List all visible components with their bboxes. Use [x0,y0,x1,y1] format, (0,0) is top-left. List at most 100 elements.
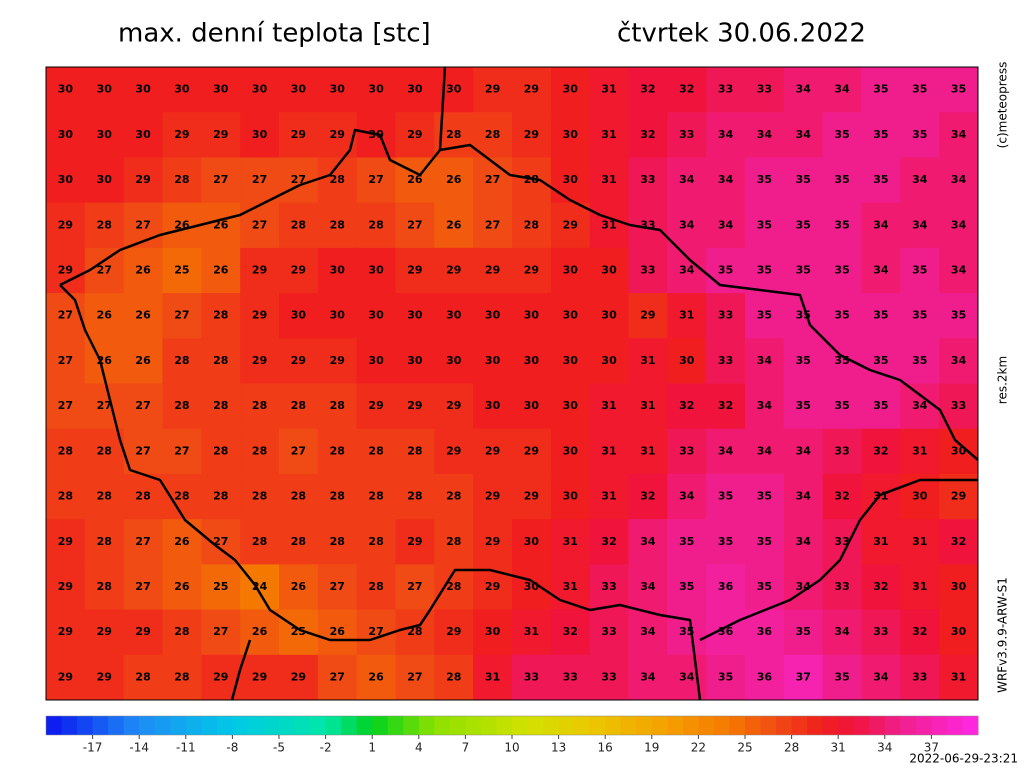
grid-cell [745,519,785,565]
cell-label: 32 [563,625,578,638]
grid-cell [783,157,824,204]
grid-cell [473,293,513,339]
colorbar-segment [636,716,653,735]
cell-label: 29 [446,263,461,276]
cell-label: 34 [796,83,812,96]
cell-label: 28 [291,490,306,503]
grid-cell [434,473,474,520]
grid-cell [162,112,202,158]
cell-label: 29 [524,444,539,457]
cell-label: 28 [58,490,73,503]
cell-label: 34 [640,670,656,683]
grid-cell [201,338,241,384]
cell-label: 25 [174,263,189,276]
cell-label: 35 [834,263,849,276]
colorbar-tick-label: 7 [462,741,470,755]
grid-cell [473,519,513,565]
grid-cell [628,67,668,113]
cell-label: 30 [368,309,384,322]
grid-cell [473,654,513,701]
cell-label: 27 [97,263,112,276]
cell-label: 35 [757,309,772,322]
cell-label: 33 [834,535,849,548]
cell-label: 34 [796,535,812,548]
cell-label: 31 [679,309,694,322]
grid-cell [240,383,280,430]
grid-cell [745,473,785,520]
grid-cell [123,338,163,384]
border [59,284,702,701]
grid-cell [84,519,125,565]
grid-cell [512,67,552,113]
grid-cell [861,202,901,249]
cell-label: 32 [912,625,927,638]
colorbar-segment [465,716,482,735]
cell-label: 35 [912,83,927,96]
colorbar-tick-label: 16 [598,741,613,755]
cell-label: 31 [524,625,539,638]
colorbar-segment [931,716,948,735]
grid-cell [706,473,746,520]
grid-cell [706,202,746,249]
colorbar-segment [869,716,886,735]
cell-label: 31 [912,535,927,548]
grid-cell [706,428,746,475]
cell-label: 35 [834,309,849,322]
cell-label: 31 [601,83,616,96]
grid-cell [861,112,901,158]
cell-label: 28 [524,218,539,231]
grid-cell [667,519,707,565]
cell-label: 29 [524,83,539,96]
cell-label: 27 [213,173,228,186]
cell-label: 30 [524,309,540,322]
cell-label: 27 [213,625,228,638]
colorbar-segment [77,716,94,735]
grid-cell [201,519,241,565]
cell-label: 30 [407,309,423,322]
cell-label: 33 [679,128,694,141]
grid-cell [667,293,707,339]
grid-cell [201,112,241,158]
grid-cell [783,338,824,384]
cell-label: 30 [563,173,579,186]
grid-cell [123,609,163,656]
grid-cell [939,202,979,249]
grid-cell [783,564,824,611]
colorbar-segment [713,716,730,735]
grid-cell [473,112,513,158]
cell-label: 27 [368,625,383,638]
grid-cell [201,609,241,656]
grid-cell [512,473,552,520]
cell-label: 27 [174,444,189,457]
cell-label: 30 [446,354,462,367]
grid-cell [512,609,552,656]
grid-cell [395,338,435,384]
grid-cell [240,428,280,475]
cell-label: 30 [563,444,579,457]
cell-label: 35 [951,83,966,96]
colorbar-tick-label: -17 [83,741,103,755]
grid-cell [861,564,901,611]
colorbar-segment [729,716,746,735]
grid-cell [240,157,280,204]
cell-label: 28 [446,128,461,141]
cell-label: 34 [718,218,734,231]
cell-label: 29 [485,263,500,276]
grid-cell [550,338,591,384]
grid-cell [706,519,746,565]
cell-label: 28 [330,444,345,457]
grid-cell [317,338,358,384]
cell-label: 28 [407,444,422,457]
grid-cell [822,293,862,339]
grid-cell [939,654,979,701]
cell-label: 31 [601,218,616,231]
cell-label: 30 [58,83,74,96]
cell-label: 27 [58,354,73,367]
grid-cell [279,609,319,656]
cell-label: 29 [446,625,461,638]
cell-label: 34 [757,444,773,457]
grid-cell [434,428,474,475]
colorbar-segment [92,716,109,735]
cell-label: 30 [563,354,579,367]
colorbar-segment [807,716,824,735]
